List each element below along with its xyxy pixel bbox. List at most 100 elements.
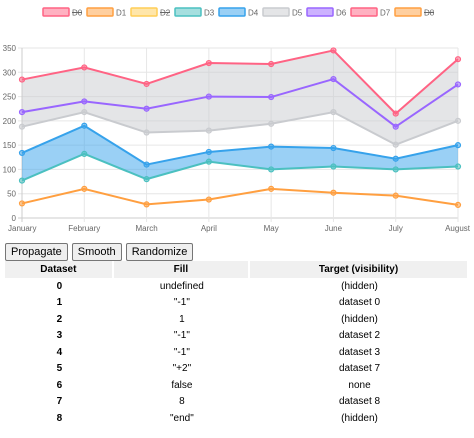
data-point bbox=[268, 143, 275, 150]
header-target: Target (visibility) bbox=[250, 261, 469, 278]
data-point bbox=[330, 109, 337, 116]
data-point bbox=[330, 163, 337, 170]
legend-swatch bbox=[350, 7, 378, 17]
data-point bbox=[268, 185, 275, 192]
cell-fill: 8 bbox=[179, 396, 185, 408]
table-row: 5 "+2" dataset 7 bbox=[5, 361, 469, 378]
series-line bbox=[21, 111, 459, 146]
legend-label: D4 bbox=[248, 9, 259, 18]
header-fill: Fill bbox=[113, 261, 251, 278]
data-point bbox=[454, 142, 462, 149]
randomize-button[interactable]: Randomize bbox=[125, 243, 194, 261]
data-point bbox=[81, 150, 88, 157]
data-point bbox=[143, 80, 150, 88]
legend-swatch bbox=[130, 7, 158, 17]
x-tick-label: July bbox=[389, 224, 403, 233]
legend-swatch bbox=[262, 7, 290, 17]
data-point bbox=[18, 149, 26, 157]
data-point bbox=[268, 166, 275, 173]
data-point bbox=[392, 192, 399, 199]
legend-swatch bbox=[42, 7, 70, 17]
x-tick-label: August bbox=[445, 224, 471, 233]
data-point bbox=[268, 60, 275, 68]
cell-target: (hidden) bbox=[341, 412, 378, 424]
data-point bbox=[81, 185, 88, 192]
series-line bbox=[21, 124, 459, 166]
propagate-button[interactable]: Propagate bbox=[5, 243, 68, 261]
data-point bbox=[81, 109, 88, 116]
cell-fill: "end" bbox=[169, 412, 194, 424]
legend-label: D7 bbox=[380, 9, 391, 18]
data-point bbox=[330, 144, 337, 152]
cell-fill: "+2" bbox=[172, 363, 192, 375]
cell-target: dataset 2 bbox=[338, 330, 381, 342]
data-point bbox=[392, 155, 399, 162]
data-point bbox=[330, 189, 337, 196]
table-row: 3 "-1" dataset 2 bbox=[5, 328, 469, 345]
cell-fill: 1 bbox=[179, 313, 185, 325]
y-tick-label: 300 bbox=[3, 68, 17, 77]
data-point bbox=[392, 123, 399, 130]
cell-dataset: 6 bbox=[56, 379, 63, 391]
data-point bbox=[268, 120, 275, 127]
data-point bbox=[205, 148, 212, 156]
data-point bbox=[392, 166, 399, 173]
cell-dataset: 8 bbox=[56, 412, 63, 424]
table-row: 8 "end" (hidden) bbox=[5, 410, 469, 427]
cell-target: none bbox=[348, 379, 371, 391]
cell-dataset: 0 bbox=[56, 280, 63, 292]
data-point bbox=[205, 158, 212, 165]
cell-target: dataset 3 bbox=[338, 346, 381, 358]
cell-dataset: 2 bbox=[56, 313, 63, 325]
y-tick-label: 0 bbox=[12, 214, 17, 223]
y-tick-label: 50 bbox=[7, 190, 16, 199]
cell-target: dataset 8 bbox=[338, 396, 381, 408]
table-row: 6 false none bbox=[5, 377, 469, 394]
data-point bbox=[330, 47, 337, 54]
x-tick-label: April bbox=[201, 224, 217, 233]
data-point bbox=[392, 141, 399, 148]
data-point bbox=[268, 93, 275, 101]
legend-swatch bbox=[86, 7, 114, 17]
legend-swatch bbox=[306, 7, 334, 17]
data-point bbox=[392, 110, 399, 117]
x-tick-label: May bbox=[264, 224, 279, 233]
chart-controls: Propagate Smooth Randomize bbox=[5, 243, 194, 261]
data-point bbox=[18, 200, 26, 207]
data-point bbox=[143, 105, 150, 112]
data-point bbox=[18, 76, 26, 83]
data-point bbox=[81, 98, 88, 105]
cell-fill: "-1" bbox=[173, 346, 190, 358]
data-point bbox=[143, 201, 150, 208]
legend-label: D3 bbox=[204, 9, 215, 18]
cell-dataset: 7 bbox=[56, 396, 63, 408]
data-point bbox=[18, 109, 26, 116]
data-point bbox=[454, 81, 462, 88]
cell-target: dataset 7 bbox=[338, 363, 381, 375]
legend-swatch bbox=[218, 7, 246, 17]
data-point bbox=[205, 196, 212, 203]
x-tick-label: February bbox=[68, 224, 100, 233]
x-tick-label: January bbox=[8, 224, 36, 233]
legend-swatch bbox=[394, 7, 422, 17]
cell-target: dataset 0 bbox=[338, 297, 381, 309]
cell-target: (hidden) bbox=[341, 313, 378, 325]
table-row: 0 undefined (hidden) bbox=[5, 278, 469, 295]
cell-fill: "-1" bbox=[173, 297, 190, 309]
data-point bbox=[143, 161, 150, 168]
cell-dataset: 1 bbox=[56, 297, 63, 309]
cell-target: (hidden) bbox=[341, 280, 378, 292]
fill-table: Dataset Fill Target (visibility) 0 undefi… bbox=[5, 261, 469, 427]
y-tick-label: 200 bbox=[3, 117, 17, 126]
data-point bbox=[330, 75, 337, 83]
cell-dataset: 3 bbox=[56, 330, 63, 342]
data-point bbox=[81, 122, 88, 129]
series-line bbox=[21, 187, 459, 206]
series-line bbox=[21, 49, 459, 115]
smooth-button[interactable]: Smooth bbox=[71, 243, 122, 261]
series-line bbox=[21, 77, 459, 128]
data-point bbox=[454, 163, 462, 170]
cell-dataset: 5 bbox=[56, 363, 63, 375]
legend-label: D1 bbox=[116, 9, 127, 18]
data-point bbox=[143, 176, 150, 183]
